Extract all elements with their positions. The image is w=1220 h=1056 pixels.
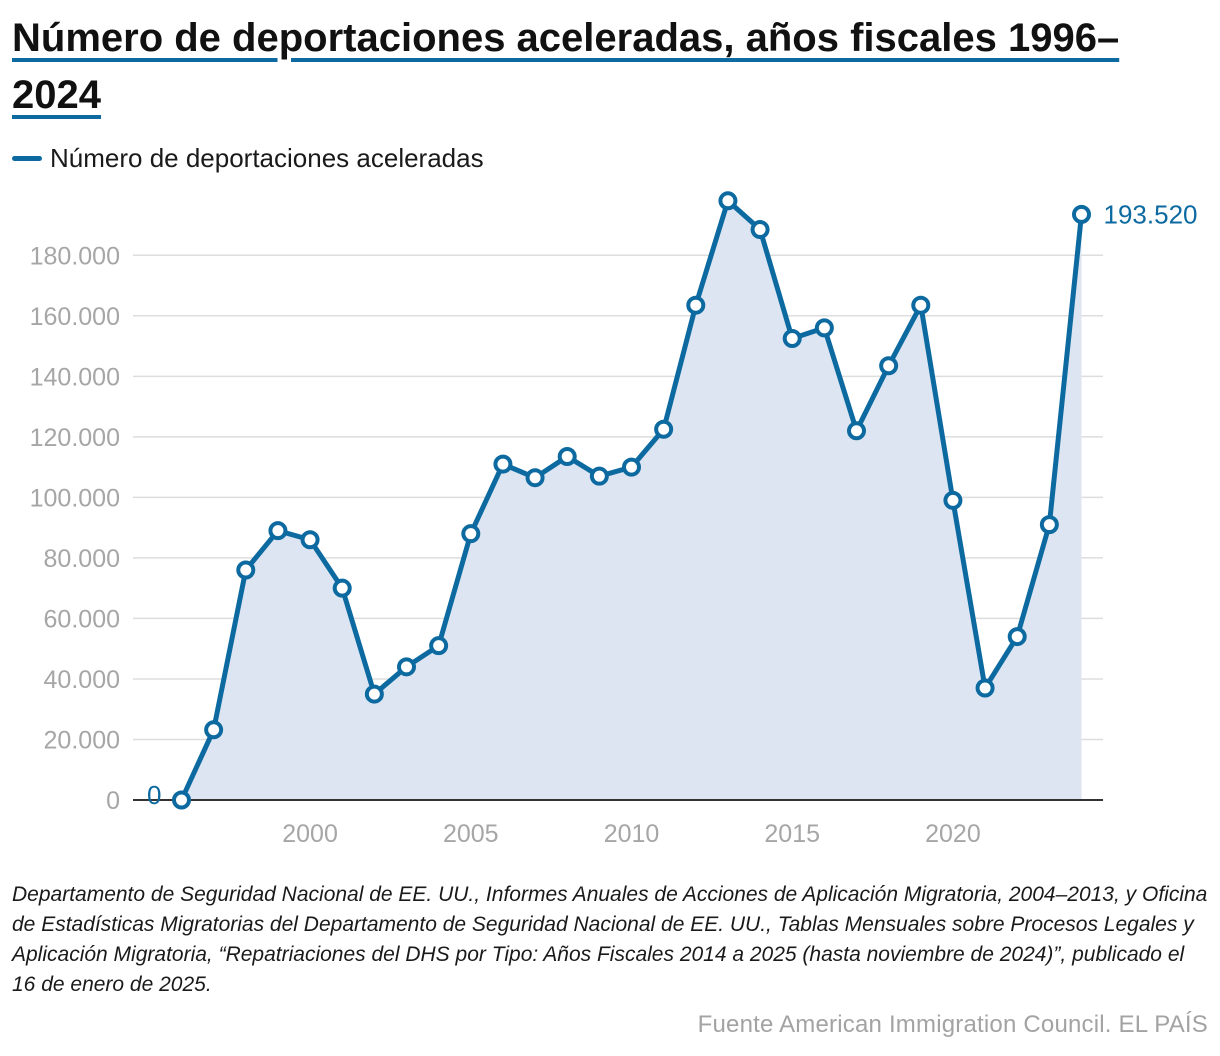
data-point: [589, 466, 609, 486]
data-point: [557, 447, 577, 467]
data-point: [300, 530, 320, 550]
data-point: [204, 720, 224, 740]
x-tick-label: 2015: [764, 820, 820, 848]
y-tick-label: 40.000: [44, 666, 120, 694]
data-point: [686, 295, 706, 315]
y-tick-label: 160.000: [30, 303, 120, 331]
data-label-first: 0: [147, 780, 161, 810]
y-tick-label: 80.000: [44, 545, 120, 573]
data-point: [879, 356, 899, 376]
y-tick-label: 20.000: [44, 726, 120, 754]
x-tick-label: 2000: [282, 820, 338, 848]
data-point: [236, 560, 256, 580]
data-point: [268, 521, 288, 541]
data-point: [1039, 515, 1059, 535]
data-point: [493, 454, 513, 474]
y-tick-label: 120.000: [30, 424, 120, 452]
data-point: [622, 457, 641, 477]
data-point: [429, 636, 449, 656]
legend-label: Número de deportaciones aceleradas: [50, 142, 484, 173]
source-note: Departamento de Seguridad Nacional de EE…: [12, 883, 1208, 996]
data-point: [461, 524, 481, 544]
data-label-last: 193.520: [1104, 199, 1198, 229]
data-point: [750, 220, 770, 240]
data-point: [397, 657, 416, 677]
data-point: [782, 328, 802, 348]
y-tick-label: 0: [106, 787, 120, 815]
legend-line-swatch: [12, 155, 42, 161]
y-tick-label: 180.000: [30, 242, 120, 270]
data-point: [654, 419, 674, 439]
x-tick-label: 2020: [925, 820, 981, 848]
data-point: [718, 191, 738, 211]
area-fill: [181, 200, 1082, 800]
source-credit: Fuente American Immigration Council. EL …: [697, 1011, 1208, 1038]
data-point: [172, 790, 191, 810]
data-point: [364, 684, 384, 704]
data-point: [847, 421, 866, 441]
legend: Número de deportaciones aceleradas: [12, 140, 484, 176]
data-point: [911, 295, 931, 315]
y-tick-label: 140.000: [30, 363, 120, 391]
chart-title-text: Número de deportaciones aceleradas, años…: [12, 16, 1120, 117]
x-tick-label: 2005: [443, 820, 499, 848]
line-area-chart: 0 20.000 40.000 60.000 80.000 100.000 120.000 1…: [30, 191, 1198, 848]
data-point: [525, 468, 545, 488]
y-tick-label: 60.000: [44, 605, 120, 633]
data-point: [943, 490, 963, 510]
y-tick-label: 100.000: [30, 484, 120, 512]
data-point: [332, 578, 352, 598]
data-point: [814, 318, 834, 338]
chart-title: Número de deportaciones aceleradas, años…: [12, 10, 1172, 124]
x-tick-label: 2010: [604, 820, 660, 848]
data-point: [1007, 627, 1027, 647]
data-point: [1072, 204, 1091, 224]
data-point: [975, 678, 995, 698]
